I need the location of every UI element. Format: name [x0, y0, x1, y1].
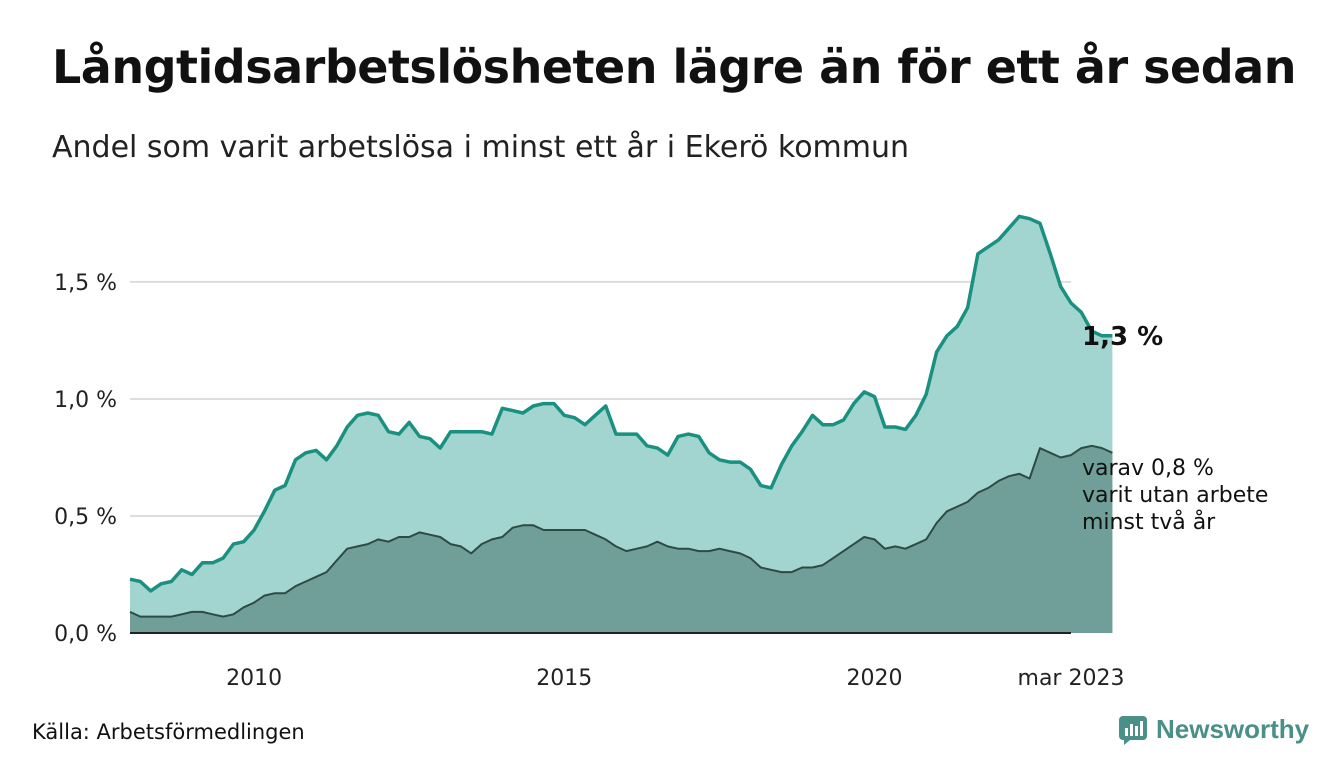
- end-label-long-line: varav 0,8 %: [1082, 456, 1214, 481]
- newsworthy-logo-icon: [1119, 715, 1147, 745]
- source-note: Källa: Arbetsförmedlingen: [32, 720, 305, 744]
- area-total-unemployed-1yr: [130, 216, 1113, 633]
- x-tick-label: 2020: [847, 666, 903, 691]
- chart-title: Långtidsarbetslösheten lägre än för ett …: [52, 40, 1296, 94]
- y-tick-label: 0,0 %: [54, 622, 117, 647]
- x-tick-label: 2010: [226, 666, 282, 691]
- line-unemployed-2yr: [129, 444, 1113, 618]
- brand-name: Newsworthy: [1156, 714, 1310, 744]
- x-axis-ticks: 2010 2015 2020 mar 2023: [226, 666, 1124, 691]
- line-total-unemployed-1yr: [129, 214, 1113, 593]
- end-label-long-line: minst två år: [1082, 509, 1216, 535]
- y-tick-label: 0,5 %: [54, 505, 117, 530]
- x-tick-label: 2015: [536, 666, 592, 691]
- chart-subtitle: Andel som varit arbetslösa i minst ett å…: [52, 130, 910, 165]
- x-tick-label: mar 2023: [1018, 666, 1125, 691]
- end-label-long-line: varit utan arbete: [1082, 483, 1268, 508]
- brand-logo: Newsworthy: [1118, 714, 1309, 745]
- y-tick-label: 1,0 %: [54, 388, 117, 413]
- area-unemployed-2yr: [130, 445, 1113, 633]
- y-tick-label: 1,5 %: [54, 271, 117, 296]
- y-axis-ticks: 0,0 % 0,5 % 1,0 % 1,5 %: [54, 271, 117, 647]
- end-label-total: 1,3 %: [1082, 322, 1163, 352]
- end-label-long: varav 0,8 % varit utan arbete minst två år: [1082, 456, 1268, 535]
